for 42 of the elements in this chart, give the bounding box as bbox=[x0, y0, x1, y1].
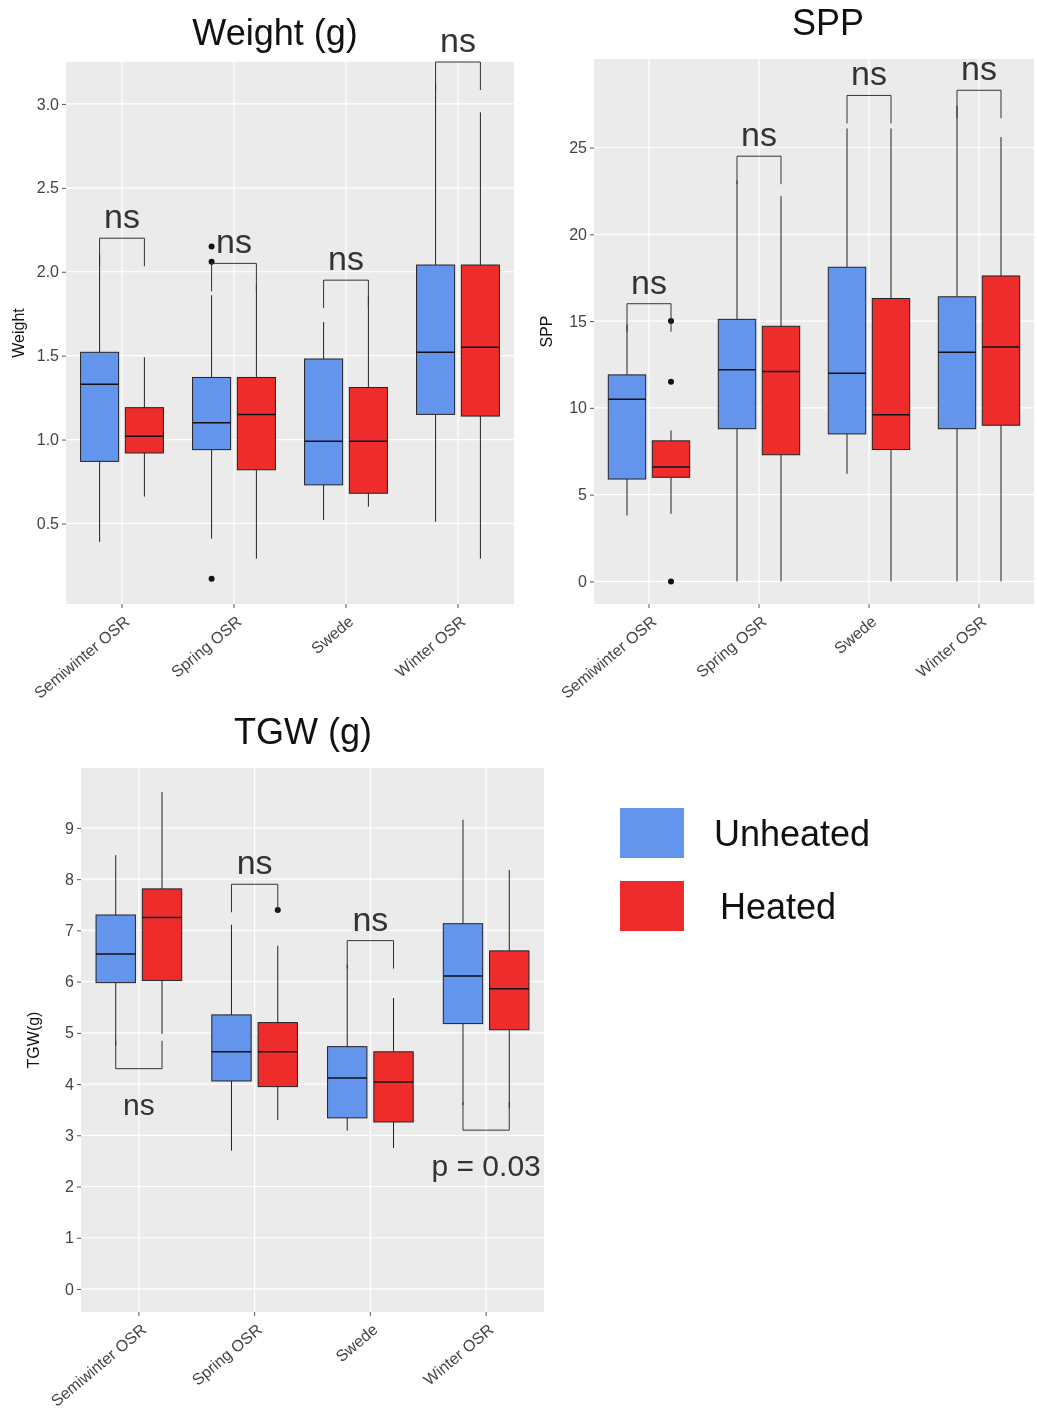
y-tick-label: 3.0 bbox=[36, 95, 60, 113]
chart-title: Weight (g) bbox=[192, 12, 358, 53]
annotation: ns bbox=[236, 843, 273, 882]
y-tick-label: 7 bbox=[65, 922, 75, 939]
chart-title: TGW (g) bbox=[234, 711, 372, 752]
y-tick-label: 1.5 bbox=[36, 347, 60, 365]
y-tick-label: 0.5 bbox=[36, 515, 60, 533]
annotation: ns bbox=[851, 54, 887, 93]
legend-label: Unheated bbox=[714, 813, 871, 854]
y-tick-label: 20 bbox=[569, 225, 588, 243]
text: ns bbox=[440, 21, 476, 59]
y-tick-label: 2.5 bbox=[36, 179, 60, 197]
y-tick-label: 6 bbox=[65, 973, 75, 991]
y-axis-title: TGW(g) bbox=[25, 1011, 42, 1069]
annotation: ns bbox=[741, 115, 777, 154]
y-axis-title: Weight bbox=[10, 307, 27, 358]
y-tick-label: 5 bbox=[65, 1024, 75, 1042]
y-tick-label: 1.0 bbox=[36, 431, 60, 449]
annotation: ns bbox=[328, 239, 364, 278]
y-tick-label: 3 bbox=[65, 1126, 75, 1144]
y-tick-label: 5 bbox=[578, 486, 588, 504]
y-tick-label: 0 bbox=[578, 573, 588, 591]
y-axis-title: SPP bbox=[538, 315, 555, 348]
y-tick-label: 1 bbox=[65, 1229, 75, 1247]
annotation: ns bbox=[104, 197, 140, 236]
annotation: ns bbox=[123, 1087, 155, 1121]
annotation: ns bbox=[961, 49, 997, 88]
y-tick-label: 0 bbox=[65, 1280, 75, 1298]
y-tick-label: 15 bbox=[569, 312, 588, 330]
annotation: ns bbox=[631, 262, 667, 301]
y-tick-label: 25 bbox=[569, 139, 588, 157]
y-tick-label: 8 bbox=[65, 870, 75, 888]
annotation: ns bbox=[216, 222, 252, 261]
legend-label: Heated bbox=[720, 886, 837, 927]
annotation: ns bbox=[352, 899, 389, 938]
annotation: p = 0.03 bbox=[431, 1149, 541, 1183]
y-tick-label: 2 bbox=[65, 1178, 75, 1196]
y-tick-label: 2.0 bbox=[36, 263, 60, 281]
y-tick-label: 9 bbox=[65, 819, 75, 837]
y-tick-label: 4 bbox=[65, 1075, 75, 1093]
y-tick-label: 10 bbox=[569, 399, 588, 417]
chart-title: SPP bbox=[791, 2, 865, 43]
